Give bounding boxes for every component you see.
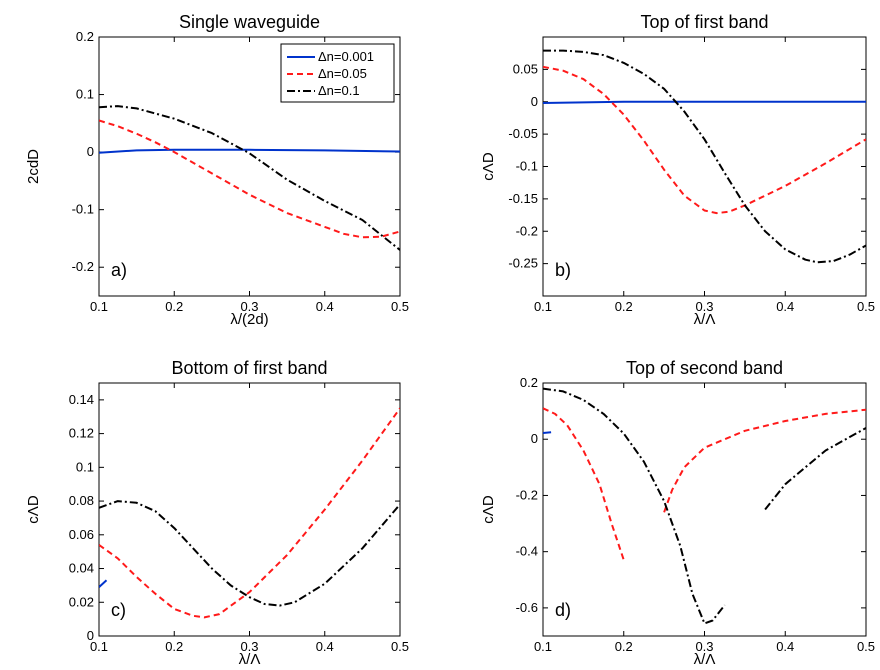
y-tick-label: 0 xyxy=(87,628,94,643)
y-tick-label: -0.15 xyxy=(508,191,538,206)
x-tick-label: 0.3 xyxy=(240,639,258,654)
chart-title: Top of first band xyxy=(640,12,768,32)
y-tick-label: 0.08 xyxy=(69,493,94,508)
y-tick-label: -0.2 xyxy=(516,487,538,502)
x-axis-label: λ/(2d) xyxy=(230,311,268,328)
panel-tag: c) xyxy=(111,600,126,620)
series-line-1 xyxy=(543,100,866,104)
chart-title: Top of second band xyxy=(626,358,783,378)
x-tick-label: 0.4 xyxy=(776,639,794,654)
y-tick-label: 0.1 xyxy=(76,459,94,474)
y-axis-label: cΛD xyxy=(480,152,497,181)
series-line-2 xyxy=(99,407,400,619)
x-tick-label: 0.4 xyxy=(776,299,794,314)
panel-tag: b) xyxy=(555,260,571,280)
y-tick-label: 0 xyxy=(531,431,538,446)
legend: Δn=0.001 Δn=0.05 Δn=0.1 xyxy=(280,43,395,103)
x-axis-label: λ/Λ xyxy=(239,651,261,668)
y-tick-label: -0.4 xyxy=(516,544,538,559)
x-tick-label: 0.3 xyxy=(695,639,713,654)
y-tick-label: -0.1 xyxy=(72,202,94,217)
chart-panel-1: 0.1 0.2 0.3 0.4 0.5 -0.2 -0.1 0 0.1 0.2 Single wav… xyxy=(25,12,409,328)
x-tick-label: 0.3 xyxy=(240,299,258,314)
x-tick-label: 0.4 xyxy=(316,639,334,654)
y-tick-label: 0.2 xyxy=(520,375,538,390)
series-group xyxy=(543,387,866,625)
y-axis-label: cΛD xyxy=(480,495,497,524)
series-line-1 xyxy=(99,148,400,154)
y-axis-label: 2cdD xyxy=(25,149,42,184)
x-tick-label: 0.1 xyxy=(90,639,108,654)
y-tick-label: 0.04 xyxy=(69,561,94,576)
x-tick-label: 0.1 xyxy=(90,299,108,314)
x-tick-label: 0.5 xyxy=(391,639,409,654)
y-tick-label: -0.2 xyxy=(516,223,538,238)
series-line-3 xyxy=(764,427,866,511)
series-line-1 xyxy=(99,579,108,588)
series-line-3 xyxy=(543,49,866,264)
legend-label: Δn=0.05 xyxy=(318,66,367,81)
series-group xyxy=(99,105,400,251)
series-line-2 xyxy=(543,65,866,215)
x-axis-label: λ/Λ xyxy=(694,651,716,668)
y-tick-label: -0.25 xyxy=(508,256,538,271)
series-group xyxy=(99,407,400,619)
x-tick-label: 0.5 xyxy=(391,299,409,314)
panel-tag: d) xyxy=(555,600,571,620)
x-axis-label: λ/Λ xyxy=(694,311,716,328)
y-tick-label: -0.6 xyxy=(516,600,538,615)
chart-panel-4: 0.1 0.2 0.3 0.4 0.5 -0.6 -0.4 -0.2 0 0.2 Top of se… xyxy=(480,358,875,668)
x-tick-label: 0.2 xyxy=(165,639,183,654)
y-tick-label: -0.2 xyxy=(72,259,94,274)
plot-frame xyxy=(542,382,867,637)
y-tick-label: 0 xyxy=(531,94,538,109)
x-tick-label: 0.1 xyxy=(534,639,552,654)
legend-label: Δn=0.1 xyxy=(318,83,360,98)
series-line-1 xyxy=(543,431,552,434)
x-tick-label: 0.5 xyxy=(857,299,875,314)
series-line-3 xyxy=(543,387,726,625)
x-tick-label: 0.3 xyxy=(695,299,713,314)
chart-panel-3: 0.1 0.2 0.3 0.4 0.5 0 0.02 0.04 0.06 0.08 0.1 0.12 0… xyxy=(25,358,409,668)
y-tick-label: 0.06 xyxy=(69,527,94,542)
series-line-3 xyxy=(99,500,400,607)
y-tick-label: 0.2 xyxy=(76,29,94,44)
x-tick-label: 0.4 xyxy=(316,299,334,314)
x-tick-label: 0.5 xyxy=(857,639,875,654)
series-line-3 xyxy=(99,105,400,251)
chart-title: Single waveguide xyxy=(179,12,320,32)
y-tick-label: -0.1 xyxy=(516,159,538,174)
legend-label: Δn=0.001 xyxy=(318,49,374,64)
x-tick-label: 0.1 xyxy=(534,299,552,314)
x-tick-label: 0.2 xyxy=(615,639,633,654)
y-tick-label: 0 xyxy=(87,144,94,159)
plot-frame xyxy=(542,36,867,297)
legend-box xyxy=(280,43,395,103)
y-tick-label: -0.05 xyxy=(508,126,538,141)
series-group xyxy=(543,49,866,264)
chart-panel-2: 0.1 0.2 0.3 0.4 0.5 -0.25 -0.2 -0.15 -0.1 -0.05 0 0… xyxy=(480,12,875,328)
y-tick-label: 0.14 xyxy=(69,392,94,407)
x-tick-label: 0.2 xyxy=(615,299,633,314)
x-tick-label: 0.2 xyxy=(165,299,183,314)
panel-tag: a) xyxy=(111,260,127,280)
series-line-2 xyxy=(543,407,625,561)
y-axis-label: cΛD xyxy=(25,495,42,524)
y-tick-label: 0.12 xyxy=(69,426,94,441)
y-tick-label: 0.1 xyxy=(76,87,94,102)
y-tick-label: 0.02 xyxy=(69,594,94,609)
chart-title: Bottom of first band xyxy=(171,358,327,378)
y-tick-label: 0.05 xyxy=(513,61,538,76)
